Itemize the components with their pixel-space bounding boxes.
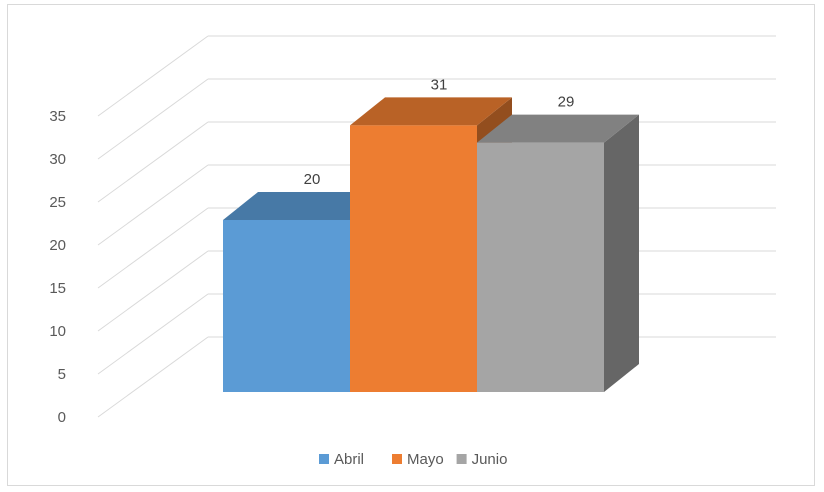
bar-top-face: [350, 97, 512, 126]
legend-label-junio: Junio: [472, 451, 508, 468]
data-label-junio: 29: [558, 94, 575, 111]
bar-top-face: [477, 114, 639, 143]
y-tick-label: 30: [49, 151, 66, 168]
bar-chart: 0 5 10 15 20 25 30 35 20 31 29 Abril Mayo Junio: [49, 35, 776, 468]
legend-swatch-mayo: [392, 454, 402, 464]
gridline-side: [97, 164, 209, 246]
legend-label-abril: Abril: [334, 451, 364, 468]
data-labels: 20 31 29: [304, 76, 575, 188]
bar-top-face: [223, 192, 385, 220]
bar-junio: [477, 114, 639, 392]
y-tick-label: 10: [49, 323, 66, 340]
bars: [223, 97, 639, 393]
bar-front-face: [477, 142, 604, 392]
legend: Abril Mayo Junio: [319, 451, 507, 468]
gridline-side: [97, 78, 209, 160]
legend-swatch-junio: [456, 454, 467, 464]
y-tick-label: 15: [49, 280, 66, 297]
gridline-side: [97, 293, 209, 375]
y-axis-ticks: 0 5 10 15 20 25 30 35: [49, 108, 66, 426]
legend-label-mayo: Mayo: [407, 451, 444, 468]
bar-side-face: [604, 114, 639, 392]
bar-front-face: [223, 220, 350, 392]
y-tick-label: 25: [49, 194, 66, 211]
bar-front-face: [350, 125, 477, 393]
legend-swatch-abril: [319, 454, 329, 464]
gridline-side: [97, 121, 209, 203]
y-tick-label: 5: [58, 366, 66, 383]
gridline-side: [97, 250, 209, 332]
data-label-abril: 20: [304, 171, 321, 188]
gridline-side: [97, 336, 209, 418]
chart-area: 0 5 10 15 20 25 30 35 20 31 29 Abril Mayo Junio: [7, 4, 815, 486]
data-label-mayo: 31: [431, 76, 448, 93]
y-tick-label: 20: [49, 237, 66, 254]
gridline-side: [97, 35, 209, 117]
y-tick-label: 0: [58, 409, 66, 426]
y-tick-label: 35: [49, 108, 66, 125]
gridline-side: [97, 207, 209, 289]
